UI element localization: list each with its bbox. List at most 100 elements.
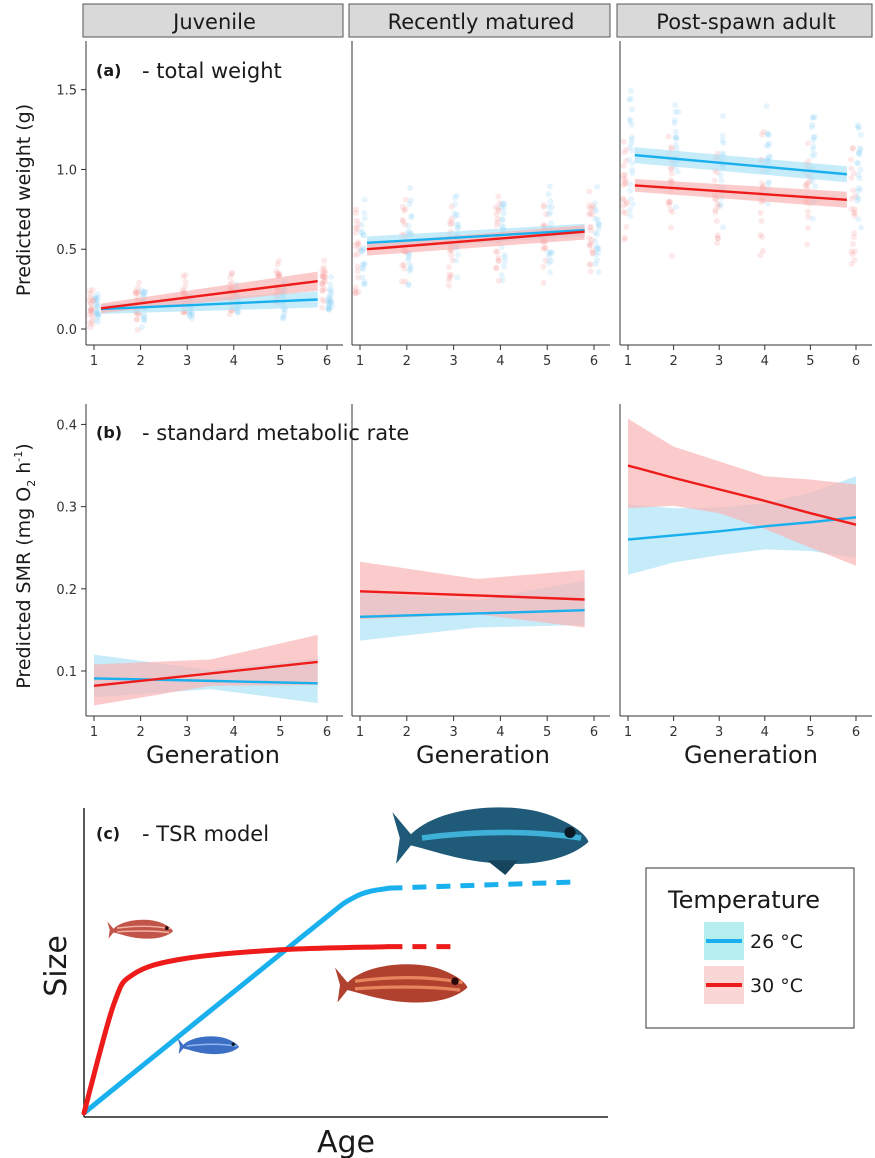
panel-a-data-point — [234, 309, 241, 316]
panel-a-data-point — [714, 234, 721, 241]
panel-b-y-tick-label: 0.4 — [56, 418, 77, 433]
panel-a-data-point — [405, 281, 412, 288]
panel-a-data-point — [804, 140, 811, 147]
panel-a-data-point — [92, 293, 99, 300]
panel-a-data-point — [360, 244, 367, 251]
panel-a-data-point — [759, 247, 766, 254]
panel-a-data-point — [626, 116, 633, 123]
panel-a-data-point — [495, 193, 502, 200]
panel-a-data-point — [89, 286, 96, 293]
facet-strip-2 — [616, 3, 873, 38]
panel-a-data-point — [358, 221, 365, 228]
panel-a-data-point — [228, 270, 235, 277]
panel-a-data-point — [93, 297, 100, 304]
panel-a-data-point — [851, 213, 858, 220]
panel-a-data-point — [140, 316, 147, 323]
panel-a-data-point — [545, 259, 552, 266]
panel-a-data-point — [273, 268, 280, 275]
panel-a-data-point — [93, 296, 100, 303]
panel-a-data-point — [757, 252, 764, 259]
fish-icon — [177, 1036, 239, 1055]
panel-a-data-point — [848, 174, 855, 181]
panel-a-data-point — [622, 210, 629, 217]
panel-b-ylabel: Predicted SMR (mg O2 h-1) — [12, 443, 38, 688]
panel-a-data-point — [498, 222, 505, 229]
panel-a-data-point — [594, 246, 601, 253]
panel-a-data-point — [766, 153, 773, 160]
panel-a-data-point — [666, 199, 673, 206]
panel-a-data-point — [355, 241, 362, 248]
panel-a-data-point — [623, 146, 630, 153]
panel-a-data-point — [361, 196, 368, 203]
panel-a-data-point — [92, 295, 99, 302]
fish-icon — [107, 919, 173, 939]
panel-a-x-tick-label: 4 — [230, 354, 238, 369]
panel-a-data-point — [400, 207, 407, 214]
panel-a-data-point — [406, 229, 413, 236]
panel-b-x-tick-label: 3 — [183, 725, 191, 740]
panel-a-data-point — [714, 232, 721, 239]
panel-a-total-weight: 1 2 3 4 5 6 0.0 0.5 1.0 1.5 1 2 3 4 5 6 1 2 3 4 5 6 — [56, 41, 872, 369]
panel-a-data-point — [94, 301, 101, 308]
panel-a-data-point — [226, 310, 233, 317]
panel-a-data-point — [713, 218, 720, 225]
panel-a-x-tick-label: 1 — [356, 354, 364, 369]
panel-a-data-point — [276, 270, 283, 277]
panel-a-fit-line-30 — [634, 184, 847, 201]
panel-b-x-tick-label: 1 — [624, 725, 632, 740]
legend-title: Temperature — [667, 886, 820, 914]
panel-a-data-point — [672, 128, 679, 135]
panel-a-data-point — [453, 221, 460, 228]
panel-a-data-point — [446, 271, 453, 278]
panel-a-data-point — [498, 271, 505, 278]
panel-a-data-point — [359, 264, 366, 271]
panel-a-data-point — [549, 203, 556, 210]
panel-a-data-point — [541, 244, 548, 251]
panel-a-data-point — [620, 162, 627, 169]
panel-a-data-point — [499, 200, 506, 207]
panel-a-data-point — [592, 251, 599, 258]
panel-a-fit-line-30 — [366, 230, 585, 251]
panel-a-data-point — [628, 136, 635, 143]
panel-a-data-point — [857, 166, 864, 173]
panel-a-data-point — [627, 117, 634, 124]
panel-a-data-point — [399, 262, 406, 269]
panel-a-data-point — [809, 146, 816, 153]
panel-a-x-tick-label: 4 — [761, 354, 769, 369]
panel-a-data-point — [627, 212, 634, 219]
panel-a-data-point — [499, 216, 506, 223]
panel-a-data-point — [765, 132, 772, 139]
panel-a-fit-line-26 — [634, 153, 847, 176]
panel-a-data-point — [499, 216, 506, 223]
panel-a-data-point — [589, 205, 596, 212]
panel-a-data-point — [855, 149, 862, 156]
panel-a-data-point — [586, 261, 593, 268]
panel-a-data-point — [360, 246, 367, 253]
panel-a-data-point — [809, 152, 816, 159]
panel-a-data-point — [280, 312, 287, 319]
panel-b-x-tick-label: 2 — [669, 725, 677, 740]
panel-a-data-point — [89, 297, 96, 304]
panel-a-data-point — [545, 249, 552, 256]
panel-a-data-point — [848, 205, 855, 212]
panel-a-data-point — [354, 263, 361, 270]
panel-a-x-tick-label: 3 — [715, 354, 723, 369]
panel-a-data-point — [139, 290, 146, 297]
panel-a-data-point — [855, 124, 862, 131]
panel-a-data-point — [94, 311, 101, 318]
panel-a-data-point — [92, 301, 99, 308]
panel-a-data-point — [586, 188, 593, 195]
panel-a-data-point — [592, 205, 599, 212]
panel-a-data-point — [854, 159, 861, 166]
panel-a-data-point — [445, 277, 452, 284]
panel-a-data-point — [592, 200, 599, 207]
tsr-curve-30 — [81, 944, 391, 1116]
panel-a-data-point — [88, 308, 95, 315]
panel-b-ci-ribbon-30 — [628, 418, 856, 566]
panel-a-data-point — [850, 187, 857, 194]
panel-a-data-point — [319, 281, 326, 288]
panel-a-data-point — [622, 179, 629, 186]
panel-a-data-point — [854, 160, 861, 167]
panel-b-facet-0: 1 2 3 4 5 6 0.1 0.2 0.3 0.4 — [56, 404, 343, 740]
panel-c-xlabel: Age — [317, 1125, 375, 1158]
